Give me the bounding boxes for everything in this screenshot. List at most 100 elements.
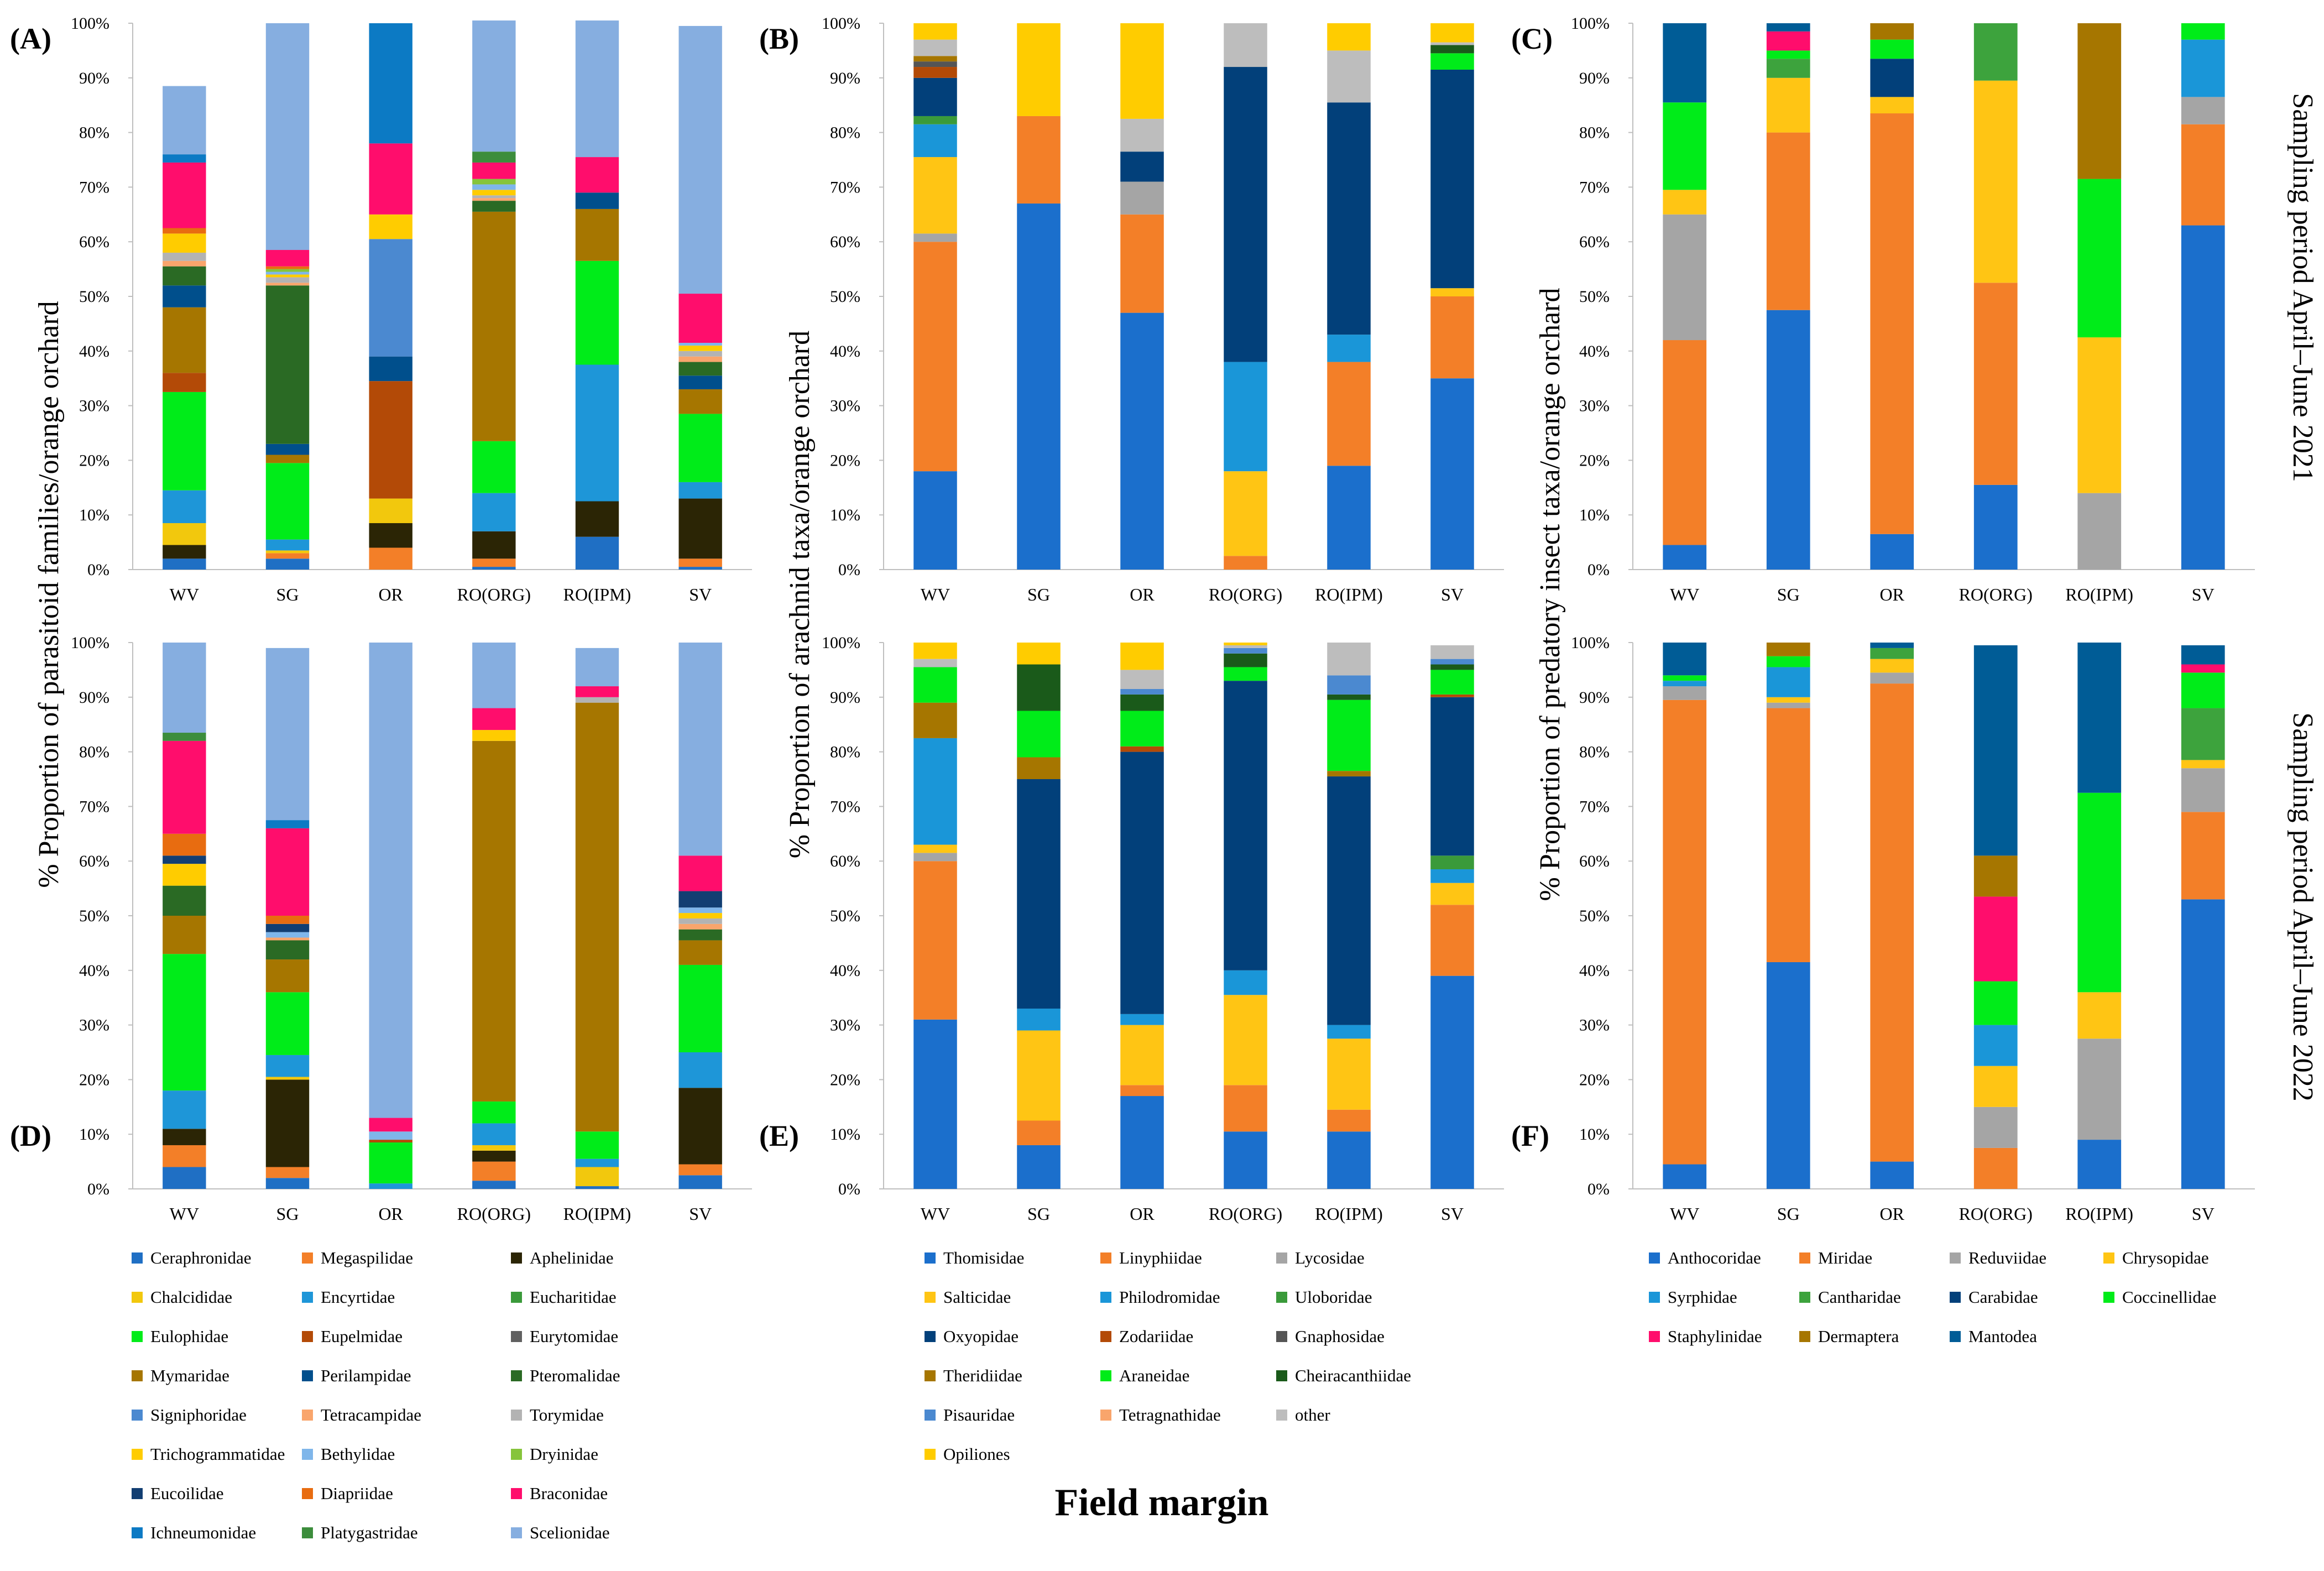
bar-segment-other: [1430, 645, 1474, 659]
y-tick-label: 60%: [830, 852, 860, 870]
bar-sg: [1017, 643, 1061, 1189]
legend-label: Thomisidae: [943, 1248, 1024, 1267]
bar-segment-bethylidae: [472, 184, 516, 190]
y-tick-label: 70%: [1579, 178, 1610, 196]
bar-segment-araneidae: [1017, 711, 1061, 758]
bar-segment-tetracampidae: [678, 356, 722, 362]
legend-label: Cheiracanthiidae: [1295, 1366, 1411, 1385]
bar-segment-oxyopidae: [1120, 751, 1164, 1014]
y-tick-label: 20%: [79, 1071, 109, 1089]
bar-segment-chrysopidae: [2077, 337, 2122, 493]
bar-segment-cantharidae: [1973, 23, 2018, 81]
bar-segment-mymaridae: [678, 389, 722, 414]
legend-label: Eurytomidae: [530, 1327, 618, 1346]
legend-label: Carabidae: [1968, 1287, 2038, 1307]
y-tick-label: 0%: [87, 1180, 109, 1198]
y-tick-label: 80%: [1579, 124, 1610, 142]
bar-segment-eulophidae: [163, 954, 206, 1091]
panel-d: 0% 10% 20% 30% 40% 50% 60% 70% 80% 90% 100% WV SG OR R…: [10, 634, 752, 1224]
legend-item-tetracampidae: Tetracampidae: [302, 1405, 421, 1424]
bar-segment-chalcididae: [265, 550, 310, 554]
legend-label: Chalcididae: [150, 1287, 232, 1307]
bar-segment-aphelinidae: [369, 523, 412, 548]
bar-segment-anthocoridae: [2181, 225, 2225, 570]
bar-segment-trichogrammatidae: [265, 274, 310, 278]
x-tick-label: RO(ORG): [457, 1204, 531, 1224]
bar-segment-araneidae: [913, 667, 957, 703]
bar-segment-oxyopidae: [1224, 681, 1267, 970]
x-tick-label: RO(ORG): [1209, 1204, 1282, 1224]
bar-segment-mymaridae: [265, 959, 310, 993]
bar-segment-encyrtidae: [678, 482, 722, 499]
legend-label: Braconidae: [530, 1484, 608, 1503]
legend-item-gnaphosidae: Gnaphosidae: [1276, 1327, 1385, 1346]
legend-item-chalcididae: Chalcididae: [132, 1287, 232, 1307]
legend-item-pisauridae: Pisauridae: [925, 1405, 1015, 1424]
legend-swatch: [511, 1252, 522, 1264]
bar-segment-linyphiidae: [913, 242, 957, 472]
legend-swatch: [302, 1370, 313, 1381]
ylabel-predatory: % Proportion of predatory insect taxa/or…: [1534, 288, 1566, 901]
legend-label: Pisauridae: [943, 1405, 1015, 1424]
bar-segment-thomisidae: [913, 471, 957, 570]
legend-label: Dermaptera: [1818, 1327, 1899, 1346]
bar-segment-anthocoridae: [1973, 484, 2018, 570]
bar-segment-trichogrammatidae: [678, 913, 722, 918]
bar-segment-salticidae: [1430, 883, 1474, 905]
legend-swatch: [925, 1410, 936, 1421]
bar-segment-braconidae: [678, 855, 722, 891]
bar-segment-chrysopidae: [1766, 77, 1810, 133]
bar-segment-chrysopidae: [1766, 697, 1810, 703]
bar-segment-miridae: [1766, 132, 1810, 310]
x-tick-label: OR: [1880, 584, 1905, 604]
bar-segment-bethylidae: [678, 342, 722, 346]
y-tick-label: 80%: [79, 743, 109, 761]
bar-segment-pteromalidae: [472, 201, 516, 212]
bar-segment-tetracampidae: [265, 937, 310, 941]
bar-segment-trichogrammatidae: [472, 190, 516, 196]
y-tick-label: 50%: [1579, 288, 1610, 306]
bar-segment-signiphoridae: [369, 239, 412, 357]
legend-swatch: [511, 1370, 522, 1381]
legend-swatch: [302, 1449, 313, 1460]
bar-segment-miridae: [1973, 283, 2018, 485]
bar-segment-eupelmidae: [163, 373, 206, 392]
bar-segment-other: [913, 39, 957, 56]
legend-swatch: [1799, 1331, 1810, 1342]
legend-label: Theridiidae: [943, 1366, 1022, 1385]
bar-segment-torymidae: [265, 277, 310, 283]
y-tick-label: 10%: [1579, 506, 1610, 524]
bar-segment-philodromidae: [1327, 335, 1371, 362]
y-tick-label: 100%: [822, 634, 860, 652]
bar-segment-cantharidae: [1870, 648, 1914, 659]
legend-label: Eucoilidae: [150, 1484, 224, 1503]
bar-segment-trichogrammatidae: [369, 214, 412, 239]
bar-segment-opiliones: [913, 23, 957, 40]
bar-segment-ceraphronidae: [163, 1167, 206, 1189]
bar-segment-other: [1224, 645, 1267, 648]
legend-item-eulophidae: Eulophidae: [132, 1327, 228, 1346]
bar-segment-dryinidae: [265, 269, 310, 272]
bar-segment-torymidae: [678, 351, 722, 357]
y-tick-label: 10%: [79, 1125, 109, 1144]
bar-segment-oxyopidae: [1327, 102, 1371, 335]
y-tick-label: 40%: [79, 342, 109, 361]
bar-segment-eulophidae: [472, 1101, 516, 1124]
legend-swatch: [132, 1410, 143, 1421]
legend-swatch: [511, 1331, 522, 1342]
bar-segment-ceraphronidae: [575, 1186, 619, 1189]
y-tick-label: 90%: [79, 69, 109, 87]
legend-arachnid: Thomisidae Linyphiidae Lycosidae Salticidae…: [925, 1248, 1411, 1464]
y-tick-label: 0%: [87, 561, 109, 579]
bar-segment-syrphidae: [1766, 667, 1810, 697]
bar-segment-trichogrammatidae: [163, 864, 206, 886]
legend-swatch: [132, 1488, 143, 1499]
bar-segment-chalcididae: [265, 1077, 310, 1080]
bar-segment-anthocoridae: [1766, 962, 1810, 1189]
x-tick-label: SV: [2192, 1204, 2215, 1224]
period-2021-label: Sampling period April–June 2021: [2287, 93, 2318, 482]
bar-segment-araneidae: [1120, 711, 1164, 747]
legend-swatch: [2103, 1252, 2114, 1264]
bar-segment-torymidae: [575, 697, 619, 703]
